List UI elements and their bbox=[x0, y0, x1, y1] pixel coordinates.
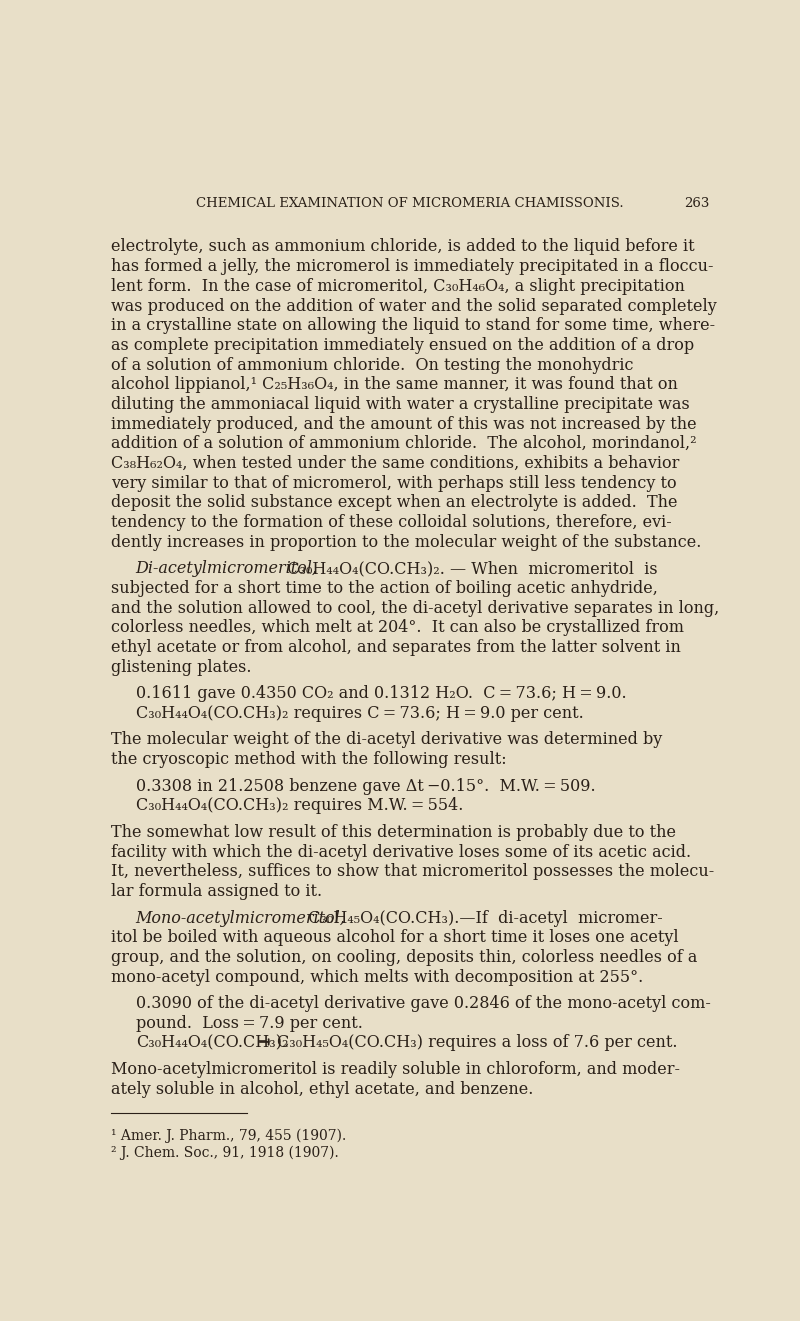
Text: electrolyte, such as ammonium chloride, is added to the liquid before it: electrolyte, such as ammonium chloride, … bbox=[111, 239, 694, 255]
Text: C₃₀H₄₄O₄(CO.CH₃)₂: C₃₀H₄₄O₄(CO.CH₃)₂ bbox=[136, 1034, 288, 1052]
Text: alcohol lippianol,¹ C₂₅H₃₆O₄, in the same manner, it was found that on: alcohol lippianol,¹ C₂₅H₃₆O₄, in the sam… bbox=[111, 376, 678, 394]
Text: C₃₀H₄₅O₄(CO.CH₃).—If  di-acetyl  micromer-: C₃₀H₄₅O₄(CO.CH₃).—If di-acetyl micromer- bbox=[298, 909, 663, 926]
Text: was produced on the addition of water and the solid separated completely: was produced on the addition of water an… bbox=[111, 297, 717, 314]
Text: Mono-acetylmicromeritol is readily soluble in chloroform, and moder-: Mono-acetylmicromeritol is readily solub… bbox=[111, 1061, 680, 1078]
Text: has formed a jelly, the micromerol is immediately precipitated in a floccu-: has formed a jelly, the micromerol is im… bbox=[111, 258, 714, 275]
Text: the cryoscopic method with the following result:: the cryoscopic method with the following… bbox=[111, 752, 506, 768]
Text: It, nevertheless, suffices to show that micromeritol possesses the molecu-: It, nevertheless, suffices to show that … bbox=[111, 863, 714, 880]
Text: C₃₀H₄₄O₄(CO.CH₃)₂. — When  micromeritol  is: C₃₀H₄₄O₄(CO.CH₃)₂. — When micromeritol i… bbox=[277, 560, 658, 577]
Text: Mono-acetylmicromeritol,: Mono-acetylmicromeritol, bbox=[136, 909, 346, 926]
Text: 263: 263 bbox=[684, 197, 709, 210]
Text: itol be boiled with aqueous alcohol for a short time it loses one acetyl: itol be boiled with aqueous alcohol for … bbox=[111, 929, 678, 946]
Text: C₃₈H₆₂O₄, when tested under the same conditions, exhibits a behavior: C₃₈H₆₂O₄, when tested under the same con… bbox=[111, 454, 679, 472]
Text: 0.3308 in 21.2508 benzene gave Δt −0.15°.  M.W. = 509.: 0.3308 in 21.2508 benzene gave Δt −0.15°… bbox=[136, 778, 595, 795]
Text: 0.3090 of the di-acetyl derivative gave 0.2846 of the mono-acetyl com-: 0.3090 of the di-acetyl derivative gave … bbox=[136, 995, 710, 1012]
Text: Di-acetylmicromeritol,: Di-acetylmicromeritol, bbox=[136, 560, 318, 577]
Text: deposit the solid substance except when an electrolyte is added.  The: deposit the solid substance except when … bbox=[111, 494, 678, 511]
Text: facility with which the di-acetyl derivative loses some of its acetic acid.: facility with which the di-acetyl deriva… bbox=[111, 844, 691, 860]
Text: ² J. Chem. Soc., 91, 1918 (1907).: ² J. Chem. Soc., 91, 1918 (1907). bbox=[111, 1147, 338, 1160]
Text: in a crystalline state on allowing the liquid to stand for some time, where-: in a crystalline state on allowing the l… bbox=[111, 317, 715, 334]
Text: ethyl acetate or from alcohol, and separates from the latter solvent in: ethyl acetate or from alcohol, and separ… bbox=[111, 639, 681, 657]
Text: mono-acetyl compound, which melts with decomposition at 255°.: mono-acetyl compound, which melts with d… bbox=[111, 968, 643, 985]
Text: dently increases in proportion to the molecular weight of the substance.: dently increases in proportion to the mo… bbox=[111, 534, 702, 551]
Text: subjected for a short time to the action of boiling acetic anhydride,: subjected for a short time to the action… bbox=[111, 580, 658, 597]
Text: diluting the ammoniacal liquid with water a crystalline precipitate was: diluting the ammoniacal liquid with wate… bbox=[111, 396, 690, 413]
Text: The molecular weight of the di-acetyl derivative was determined by: The molecular weight of the di-acetyl de… bbox=[111, 732, 662, 749]
Text: and the solution allowed to cool, the di-acetyl derivative separates in long,: and the solution allowed to cool, the di… bbox=[111, 600, 719, 617]
Text: group, and the solution, on cooling, deposits thin, colorless needles of a: group, and the solution, on cooling, dep… bbox=[111, 948, 698, 966]
Text: 0.1611 gave 0.4350 CO₂ and 0.1312 H₂O.  C = 73.6; H = 9.0.: 0.1611 gave 0.4350 CO₂ and 0.1312 H₂O. C… bbox=[136, 686, 626, 703]
Text: CHEMICAL EXAMINATION OF MICROMERIA CHAMISSONIS.: CHEMICAL EXAMINATION OF MICROMERIA CHAMI… bbox=[196, 197, 624, 210]
Text: of a solution of ammonium chloride.  On testing the monohydric: of a solution of ammonium chloride. On t… bbox=[111, 357, 634, 374]
Text: lent form.  In the case of micromeritol, C₃₀H₄₆O₄, a slight precipitation: lent form. In the case of micromeritol, … bbox=[111, 277, 685, 295]
Text: very similar to that of micromerol, with perhaps still less tendency to: very similar to that of micromerol, with… bbox=[111, 474, 677, 491]
Text: pound.  Loss = 7.9 per cent.: pound. Loss = 7.9 per cent. bbox=[136, 1015, 362, 1032]
Text: immediately produced, and the amount of this was not increased by the: immediately produced, and the amount of … bbox=[111, 416, 697, 432]
Text: The somewhat low result of this determination is probably due to the: The somewhat low result of this determin… bbox=[111, 824, 676, 841]
Text: as complete precipitation immediately ensued on the addition of a drop: as complete precipitation immediately en… bbox=[111, 337, 694, 354]
Text: tendency to the formation of these colloidal solutions, therefore, evi-: tendency to the formation of these collo… bbox=[111, 514, 672, 531]
Text: colorless needles, which melt at 204°.  It can also be crystallized from: colorless needles, which melt at 204°. I… bbox=[111, 620, 684, 637]
Text: addition of a solution of ammonium chloride.  The alcohol, morindanol,²: addition of a solution of ammonium chlor… bbox=[111, 436, 697, 452]
Text: lar formula assigned to it.: lar formula assigned to it. bbox=[111, 882, 322, 900]
Text: C₃₀H₄₅O₄(CO.CH₃) requires a loss of 7.6 per cent.: C₃₀H₄₅O₄(CO.CH₃) requires a loss of 7.6 … bbox=[278, 1034, 678, 1052]
Text: C₃₀H₄₄O₄(CO.CH₃)₂ requires M.W. = 554.: C₃₀H₄₄O₄(CO.CH₃)₂ requires M.W. = 554. bbox=[136, 798, 463, 814]
Text: glistening plates.: glistening plates. bbox=[111, 659, 251, 675]
Text: C₃₀H₄₄O₄(CO.CH₃)₂ requires C = 73.6; H = 9.0 per cent.: C₃₀H₄₄O₄(CO.CH₃)₂ requires C = 73.6; H =… bbox=[136, 705, 583, 721]
Text: ¹ Amer. J. Pharm., 79, 455 (1907).: ¹ Amer. J. Pharm., 79, 455 (1907). bbox=[111, 1129, 346, 1143]
Text: ately soluble in alcohol, ethyl acetate, and benzene.: ately soluble in alcohol, ethyl acetate,… bbox=[111, 1081, 534, 1098]
